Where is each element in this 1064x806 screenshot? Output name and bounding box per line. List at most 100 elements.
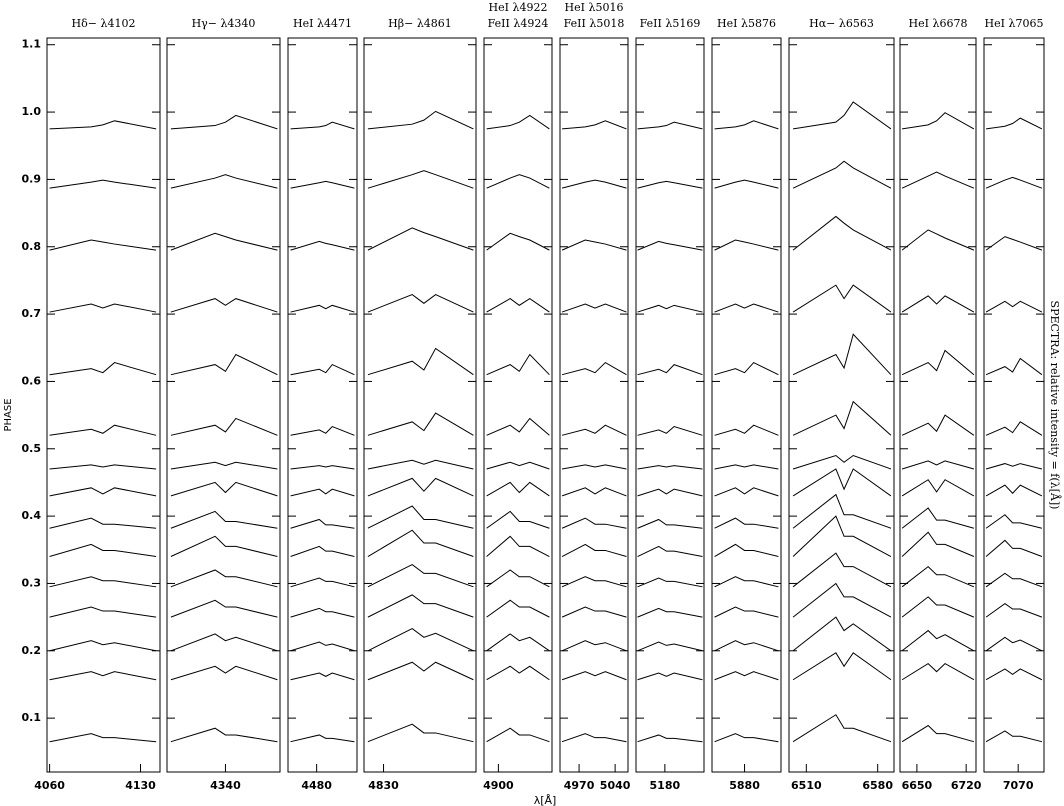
spectrum-line (290, 607, 355, 618)
spectrum-line (49, 487, 157, 497)
spectrum-line (637, 641, 703, 652)
spectrum-line (170, 298, 278, 313)
panel-supertitle: HeI λ4922 (489, 1, 548, 14)
spectrum-line (901, 507, 975, 529)
spectrum-line (561, 303, 627, 313)
spectrum-line (714, 671, 779, 681)
panel-supertitle: HeI λ5016 (565, 1, 624, 14)
spectrum-line (486, 114, 550, 130)
spectrum-line (290, 465, 355, 470)
x-tick-label: 6650 (902, 779, 933, 792)
spectrum-line (486, 510, 550, 529)
spectrum-line (561, 464, 627, 470)
spectrum-line (792, 160, 892, 189)
spectrum-line (901, 629, 975, 652)
spectrum-line (562, 120, 627, 130)
spectrum-line (486, 599, 550, 618)
spectrum-line (170, 633, 278, 652)
spectrum-line (901, 479, 975, 497)
spectrum-line (985, 539, 1043, 557)
spectrum-line (637, 465, 703, 470)
spectrum-line (367, 477, 474, 497)
spectrum-line (985, 572, 1043, 588)
spectrum-line (792, 652, 892, 681)
spectrum-line (290, 734, 355, 743)
spectrum-line (561, 239, 627, 251)
x-tick-label: 6580 (862, 779, 893, 792)
x-tick-label: 4970 (564, 779, 595, 792)
panel-title: HeI λ4471 (293, 17, 352, 30)
panel-title: HeI λ7065 (985, 17, 1044, 30)
spectrum-line (49, 671, 157, 681)
y-tick-label: 0.6 (22, 374, 42, 387)
spectrum-line (985, 463, 1043, 470)
y-axis-label: PHASE (3, 398, 14, 431)
spectrum-line (561, 671, 627, 681)
spectrum-line (561, 361, 627, 376)
spectrum-line (486, 174, 550, 189)
spectrum-line (170, 174, 278, 189)
spectrum-line (637, 488, 703, 497)
spectrum-line (792, 493, 892, 529)
spectrum-line (367, 723, 474, 743)
spectrum-line (290, 304, 355, 313)
spectrum-line (985, 636, 1043, 652)
spectrum-line (170, 510, 278, 529)
spectrum-line (367, 110, 474, 130)
spectrum-line (792, 582, 892, 618)
spectrum-line (714, 606, 779, 618)
spectrum-line (49, 303, 157, 313)
spectrum-line (367, 170, 474, 189)
y-tick-label: 0.3 (22, 576, 42, 589)
y-tick-label: 1.1 (22, 38, 42, 51)
x-tick-label: 6510 (791, 779, 822, 792)
spectrum-line (49, 733, 157, 743)
spectrum-line (714, 179, 779, 189)
panel-frame (899, 37, 977, 773)
spectrum-line (170, 353, 278, 376)
spectrum-line (714, 576, 779, 588)
panel-frame (559, 37, 629, 773)
spectrum-line (561, 487, 627, 497)
y-tick-label: 0.9 (22, 172, 42, 185)
x-tick-label: 4130 (125, 779, 156, 792)
spectrum-line (486, 569, 550, 588)
spectrum-line (49, 424, 157, 436)
panel-title: FeII λ5169 (640, 17, 701, 30)
spectrum-line (367, 347, 474, 376)
spectrum-line (49, 179, 157, 189)
panel-title: Hγ− λ4340 (192, 17, 256, 30)
spectrum-line (561, 424, 627, 436)
spectrum-line (985, 603, 1043, 618)
spectrum-line (986, 117, 1043, 130)
spectrum-line (170, 727, 278, 743)
spectrum-line (561, 640, 627, 652)
panel-frame (166, 37, 281, 773)
spectrum-line (367, 529, 474, 557)
spectrum-line (792, 714, 892, 743)
y-tick-label: 1.0 (22, 105, 42, 118)
panel-frame (46, 37, 161, 773)
spectrum-line (290, 518, 355, 529)
x-tick-label: 6720 (951, 779, 982, 792)
spectrum-line (985, 236, 1043, 251)
spectrum-line (561, 179, 627, 189)
spectrum-line (637, 545, 703, 558)
y-tick-label: 0.1 (22, 711, 42, 724)
spectrum-line (290, 240, 355, 251)
spectrum-line (486, 232, 550, 251)
spectrum-line (49, 606, 157, 618)
spectrum-line (367, 505, 474, 529)
spectrum-line (637, 734, 703, 743)
spectrum-line (985, 514, 1043, 529)
panel-frame (711, 37, 782, 773)
spectrum-line (290, 363, 355, 376)
panel-title: HeI λ5876 (717, 17, 776, 30)
spectrum-line (985, 421, 1043, 436)
spectrum-line (290, 121, 355, 130)
x-tick-label: 5040 (600, 779, 631, 792)
spectrum-line (901, 414, 975, 436)
x-tick-label: 7070 (1003, 779, 1034, 792)
